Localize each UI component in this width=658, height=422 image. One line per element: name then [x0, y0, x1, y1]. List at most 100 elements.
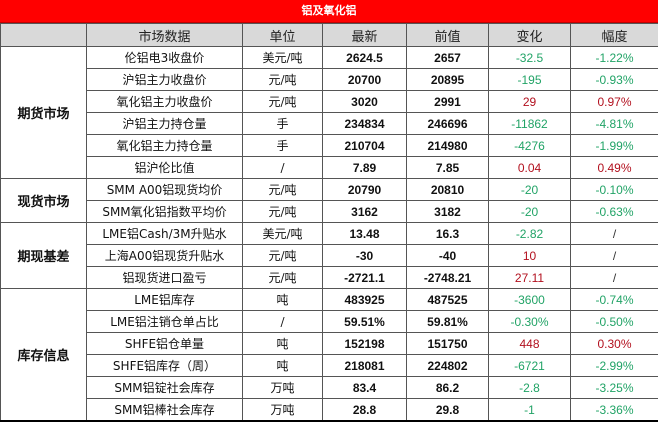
unit-cell: 元/吨: [242, 90, 323, 113]
unit-cell: /: [242, 310, 323, 333]
percent-change-cell: -4.81%: [570, 112, 658, 135]
previous-value-cell: 224802: [406, 354, 489, 377]
metric-name-cell: 铝沪伦比值: [86, 156, 243, 179]
unit-cell: 吨: [242, 332, 323, 355]
change-cell: -0.30%: [488, 310, 571, 333]
previous-value-cell: 2991: [406, 90, 489, 113]
previous-value-cell: -2748.21: [406, 266, 489, 289]
metric-name-cell: 氧化铝主力收盘价: [86, 90, 243, 113]
table-row: 期现基差 LME铝Cash/3M升贴水 美元/吨 13.48 16.3 -2.82/: [0, 222, 658, 289]
latest-value-cell: 483925: [322, 288, 407, 311]
metric-name-cell: 上海A00铝现货升贴水: [86, 244, 243, 267]
table-row: SMM氧化铝指数平均价 元/吨 3162 3182 -20 -0.63%: [1, 200, 658, 223]
header-change: 变化: [488, 23, 571, 47]
latest-value-cell: 3162: [322, 200, 407, 223]
metric-name-cell: LME铝库存: [86, 288, 243, 311]
percent-change-cell: 0.97%: [570, 90, 658, 113]
metric-name-cell: 伦铝电3收盘价: [86, 46, 243, 69]
previous-value-cell: 59.81%: [406, 310, 489, 333]
change-cell: -20: [488, 200, 571, 223]
header-unit: 单位: [242, 23, 323, 47]
latest-value-cell: 28.8: [322, 398, 407, 422]
latest-value-cell: 7.89: [322, 156, 407, 179]
metric-name-cell: SMM铝锭社会库存: [86, 376, 243, 399]
latest-value-cell: 152198: [322, 332, 407, 355]
change-cell: 27.11: [488, 266, 571, 289]
percent-change-cell: -0.63%: [570, 200, 658, 223]
latest-value-cell: -2721.1: [322, 266, 407, 289]
change-cell: -4276: [488, 134, 571, 157]
percent-change-cell: -0.50%: [570, 310, 658, 333]
change-cell: 10: [488, 244, 571, 267]
latest-value-cell: 13.48: [322, 222, 407, 245]
unit-cell: /: [242, 156, 323, 179]
unit-cell: 元/吨: [242, 200, 323, 223]
table-row: SMM铝锭社会库存 万吨 83.4 86.2 -2.8 -3.25%: [1, 376, 658, 399]
metric-name-cell: SHFE铝库存（周）: [86, 354, 243, 377]
unit-cell: 手: [242, 112, 323, 135]
previous-value-cell: 487525: [406, 288, 489, 311]
unit-cell: 吨: [242, 288, 323, 311]
unit-cell: 元/吨: [242, 68, 323, 91]
change-cell: 29: [488, 90, 571, 113]
table-title: 铝及氧化铝: [0, 0, 658, 23]
header-latest: 最新: [322, 23, 407, 47]
latest-value-cell: 210704: [322, 134, 407, 157]
table-row: SHFE铝库存（周）吨 218081 224802 -6721 -2.99%: [1, 354, 658, 377]
percent-change-cell: 0.49%: [570, 156, 658, 179]
unit-cell: 元/吨: [242, 266, 323, 289]
table-row: 期货市场 伦铝电3收盘价 美元/吨 2624.5 2657 -32.5 -1.22%: [0, 46, 658, 179]
percent-change-cell: /: [570, 244, 658, 267]
change-cell: -195: [488, 68, 571, 91]
metric-name-cell: SMM铝棒社会库存: [86, 398, 243, 422]
previous-value-cell: 3182: [406, 200, 489, 223]
metric-name-cell: SMM A00铝现货均价: [86, 178, 243, 201]
table-row: 氧化铝主力收盘价 元/吨 3020 2991 29 0.97%: [1, 90, 658, 113]
table-row: 铝沪伦比值/7.89 7.85 0.04 0.49%: [1, 156, 658, 179]
percent-change-cell: -2.99%: [570, 354, 658, 377]
previous-value-cell: -40: [406, 244, 489, 267]
percent-change-cell: -0.10%: [570, 178, 658, 201]
latest-value-cell: 218081: [322, 354, 407, 377]
unit-cell: 万吨: [242, 398, 323, 422]
latest-value-cell: 3020: [322, 90, 407, 113]
table-row: 上海A00铝现货升贴水 元/吨 -30 -40 10/: [1, 244, 658, 267]
header-category: [0, 23, 87, 47]
unit-cell: 美元/吨: [242, 222, 323, 245]
previous-value-cell: 20895: [406, 68, 489, 91]
latest-value-cell: 59.51%: [322, 310, 407, 333]
metric-name-cell: SHFE铝仓单量: [86, 332, 243, 355]
latest-value-cell: 83.4: [322, 376, 407, 399]
category-cell: 期现基差: [0, 222, 87, 289]
previous-value-cell: 20810: [406, 178, 489, 201]
header-row: 市场数据 单位 最新 前值 变化 幅度: [0, 23, 658, 47]
metric-name-cell: 氧化铝主力持仓量: [86, 134, 243, 157]
unit-cell: 手: [242, 134, 323, 157]
percent-change-cell: /: [570, 222, 658, 245]
latest-value-cell: 234834: [322, 112, 407, 135]
change-cell: 0.04: [488, 156, 571, 179]
change-cell: -11862: [488, 112, 571, 135]
previous-value-cell: 246696: [406, 112, 489, 135]
previous-value-cell: 29.8: [406, 398, 489, 422]
header-prev: 前值: [406, 23, 489, 47]
percent-change-cell: -1.99%: [570, 134, 658, 157]
latest-value-cell: -30: [322, 244, 407, 267]
unit-cell: 元/吨: [242, 244, 323, 267]
metric-name-cell: 沪铝主力收盘价: [86, 68, 243, 91]
previous-value-cell: 16.3: [406, 222, 489, 245]
change-cell: -20: [488, 178, 571, 201]
percent-change-cell: -0.93%: [570, 68, 658, 91]
latest-value-cell: 2624.5: [322, 46, 407, 69]
latest-value-cell: 20700: [322, 68, 407, 91]
table-row: 现货市场 SMM A00铝现货均价 元/吨 20790 20810 -20 -0.10%: [0, 178, 658, 223]
unit-cell: 美元/吨: [242, 46, 323, 69]
percent-change-cell: -3.25%: [570, 376, 658, 399]
category-cell: 期货市场: [0, 46, 87, 179]
change-cell: -1: [488, 398, 571, 422]
percent-change-cell: -3.36%: [570, 398, 658, 422]
market-data-table: 市场数据 单位 最新 前值 变化 幅度 期货市场 伦铝电3收盘价 美元/吨 2624.…: [0, 23, 658, 422]
category-cell: 现货市场: [0, 178, 87, 223]
metric-name-cell: 铝现货进口盈亏: [86, 266, 243, 289]
metric-name-cell: LME铝注销仓单占比: [86, 310, 243, 333]
